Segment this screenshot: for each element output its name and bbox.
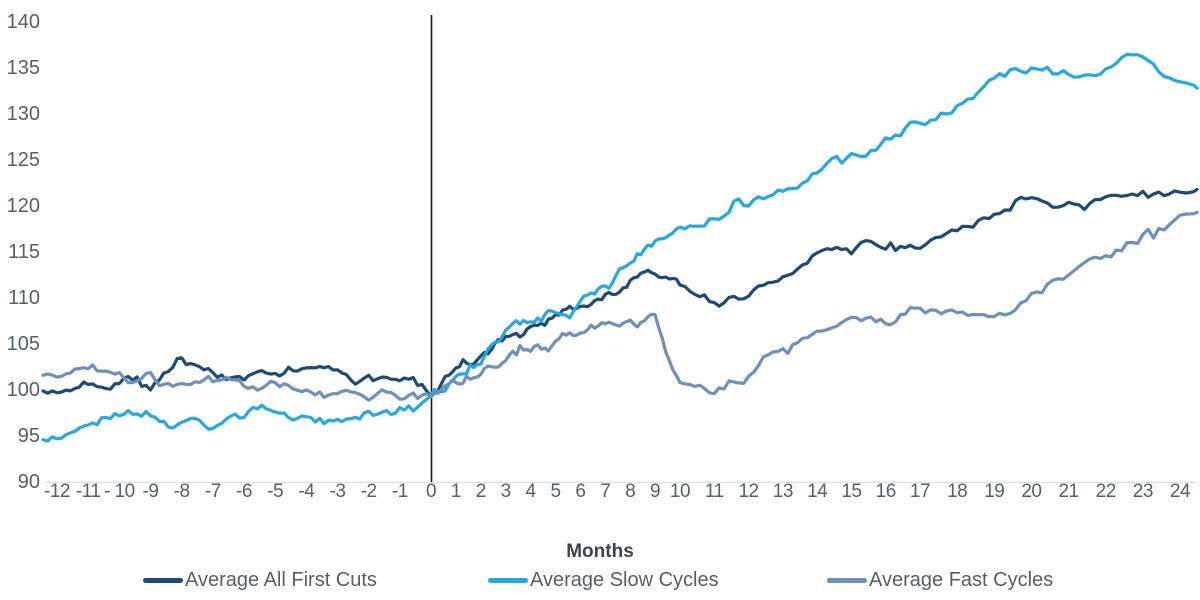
y-tick-label: 115: [8, 241, 40, 263]
x-tick-label: 19: [984, 481, 1005, 502]
legend-swatch: [827, 577, 867, 583]
x-tick-label: 9: [650, 481, 661, 502]
x-tick-label: 12: [738, 481, 759, 502]
y-tick-label: 110: [8, 287, 40, 309]
x-tick-label: -4: [298, 481, 315, 502]
y-tick-label: 100: [6, 379, 40, 401]
series-line-average-all-first-cuts: [41, 187, 1199, 398]
x-tick-label: 5: [550, 481, 561, 502]
x-tick-label: 0: [425, 481, 437, 502]
x-tick-label: 1: [450, 481, 462, 502]
legend-item: Average Slow Cycles: [488, 568, 719, 592]
x-tick-label: 24: [1169, 481, 1191, 502]
x-tick-label: -9: [142, 481, 159, 502]
series-line-average-slow-cycles: [41, 52, 1199, 443]
x-tick-label: 16: [875, 481, 897, 502]
legend-label: Average Fast Cycles: [869, 568, 1054, 591]
x-tick-label: -12: [44, 481, 70, 502]
y-tick-label: 120: [6, 195, 40, 217]
x-tick-label: 8: [625, 481, 636, 502]
x-tick-label: -1: [391, 481, 408, 502]
y-tick-label: 90: [17, 471, 40, 493]
x-tick-label: -3: [329, 481, 346, 502]
y-tick-label: 95: [17, 425, 40, 447]
x-tick-label: 7: [600, 481, 611, 502]
x-tick-label: 3: [500, 481, 512, 502]
x-tick-label: 6: [575, 481, 586, 502]
x-tick-label: -11: [75, 481, 101, 502]
x-tick-label: 2: [475, 481, 487, 502]
x-tick-label: 4: [525, 481, 537, 502]
series-line-average-fast-cycles: [41, 210, 1199, 402]
y-tick-label: 140: [6, 11, 40, 33]
x-tick-label: - 10: [103, 481, 135, 502]
y-tick-label: 125: [6, 149, 40, 171]
x-tick-label: 17: [909, 481, 931, 502]
legend-item: Average Fast Cycles: [827, 568, 1053, 592]
x-tick-label: 11: [704, 481, 724, 502]
x-tick-label: 13: [772, 481, 794, 502]
x-tick-label: -6: [236, 481, 252, 502]
x-tick-label: 22: [1095, 481, 1117, 502]
y-tick-label: 105: [6, 333, 40, 355]
legend-label: Average Slow Cycles: [530, 568, 719, 591]
y-tick-label: 130: [6, 103, 40, 125]
x-tick-label: 18: [947, 481, 968, 502]
x-tick-label: 20: [1021, 481, 1042, 502]
x-tick-label: 21: [1058, 481, 1079, 502]
x-axis-title: Months: [566, 541, 634, 562]
x-tick-label: -5: [267, 481, 284, 502]
legend-swatch: [143, 577, 183, 583]
x-tick-label: -8: [173, 481, 190, 502]
legend-item: Average All First Cuts: [143, 568, 377, 592]
legend-label: Average All First Cuts: [185, 568, 377, 591]
x-tick-label: 14: [807, 481, 828, 502]
x-tick-label: 10: [669, 481, 691, 502]
x-tick-label: -7: [204, 481, 221, 502]
x-tick-label: 23: [1132, 481, 1154, 502]
y-tick-label: 135: [6, 57, 40, 79]
x-tick-label: 15: [841, 481, 862, 502]
x-tick-label: -2: [360, 481, 377, 502]
legend-swatch: [488, 577, 528, 583]
